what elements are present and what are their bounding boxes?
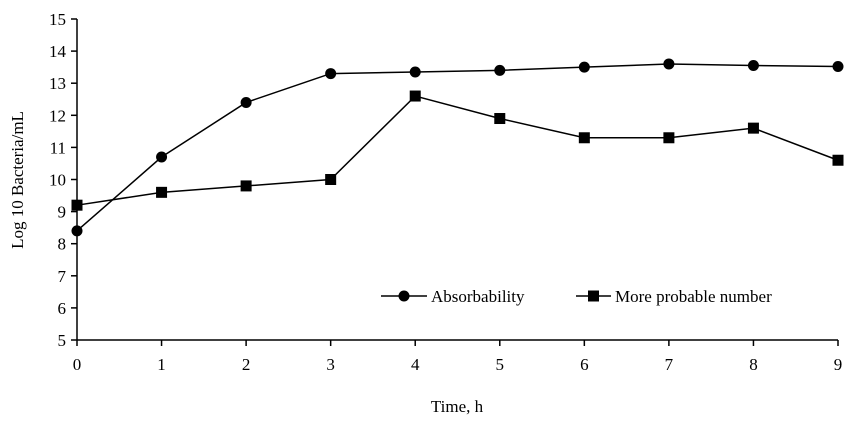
series-absorbability	[71, 58, 844, 237]
series-line-absorbability	[76, 63, 839, 232]
y-tick-label: 13	[49, 74, 66, 93]
y-tick-label: 15	[49, 10, 66, 29]
data-point-more-probable-number	[578, 132, 590, 144]
data-point-more-probable-number	[240, 180, 252, 192]
x-axis-ticks: 0 1 2 3 4 5 6 7 8 9	[73, 340, 843, 374]
series-more-probable-number	[71, 90, 844, 211]
y-tick-label: 5	[58, 331, 67, 350]
x-tick-label: 2	[242, 355, 251, 374]
data-point-absorbability	[325, 68, 337, 80]
data-point-absorbability	[663, 58, 675, 70]
x-tick-label: 8	[749, 355, 758, 374]
data-point-absorbability	[71, 225, 83, 237]
data-point-absorbability	[156, 151, 168, 163]
data-point-absorbability	[409, 66, 421, 78]
data-point-more-probable-number	[325, 174, 337, 185]
data-point-absorbability	[578, 61, 590, 73]
legend-item-absorbability: Absorbability	[381, 287, 525, 306]
y-tick-label: 8	[58, 235, 67, 254]
y-tick-label: 9	[58, 203, 67, 222]
legend-marker	[588, 290, 599, 302]
series-layer	[71, 58, 844, 237]
x-tick-label: 4	[411, 355, 420, 374]
y-tick-label: 11	[50, 138, 66, 157]
x-tick-label: 1	[157, 355, 166, 374]
legend-label: Absorbability	[431, 287, 525, 306]
data-point-more-probable-number	[663, 132, 675, 144]
y-axis-ticks: 5 6 7 8 9 10 11 12 13 14 15	[49, 10, 77, 350]
data-point-more-probable-number	[409, 90, 421, 102]
legend-marker	[398, 290, 410, 302]
x-tick-label: 3	[326, 355, 335, 374]
y-tick-label: 10	[49, 171, 66, 190]
data-point-more-probable-number	[71, 199, 83, 211]
legend: Absorbability More probable number	[381, 287, 772, 306]
x-tick-label: 6	[580, 355, 589, 374]
data-point-more-probable-number	[747, 122, 759, 134]
x-tick-label: 0	[73, 355, 82, 374]
x-tick-label: 9	[834, 355, 843, 374]
data-point-more-probable-number	[494, 113, 506, 125]
y-tick-label: 6	[58, 299, 67, 318]
data-point-absorbability	[494, 64, 506, 76]
data-point-absorbability	[747, 60, 759, 72]
series-line-more-probable-number	[76, 95, 839, 206]
x-tick-label: 5	[496, 355, 505, 374]
legend-label: More probable number	[615, 287, 772, 306]
data-point-more-probable-number	[832, 154, 844, 166]
y-tick-label: 14	[49, 42, 67, 61]
legend-item-more-probable-number: More probable number	[576, 287, 772, 306]
y-tick-label: 12	[49, 106, 66, 125]
data-point-more-probable-number	[156, 186, 168, 198]
y-tick-label: 7	[58, 267, 67, 286]
x-tick-label: 7	[665, 355, 674, 374]
data-point-absorbability	[832, 61, 844, 73]
data-point-absorbability	[240, 96, 252, 108]
x-axis-title: Time, h	[431, 397, 484, 416]
y-axis-title: Log 10 Bacteria/mL	[8, 111, 27, 249]
